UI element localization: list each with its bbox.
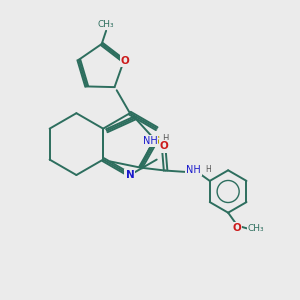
Text: H: H — [162, 134, 168, 143]
Text: CH₃: CH₃ — [98, 20, 114, 29]
Text: NH: NH — [186, 165, 201, 175]
Text: N: N — [126, 170, 134, 180]
Text: O: O — [232, 223, 241, 233]
Text: S: S — [152, 136, 160, 146]
Text: CH₃: CH₃ — [248, 224, 264, 233]
Text: H: H — [206, 165, 211, 174]
Text: O: O — [121, 56, 130, 66]
Text: NH: NH — [142, 136, 158, 146]
Text: O: O — [160, 141, 169, 152]
